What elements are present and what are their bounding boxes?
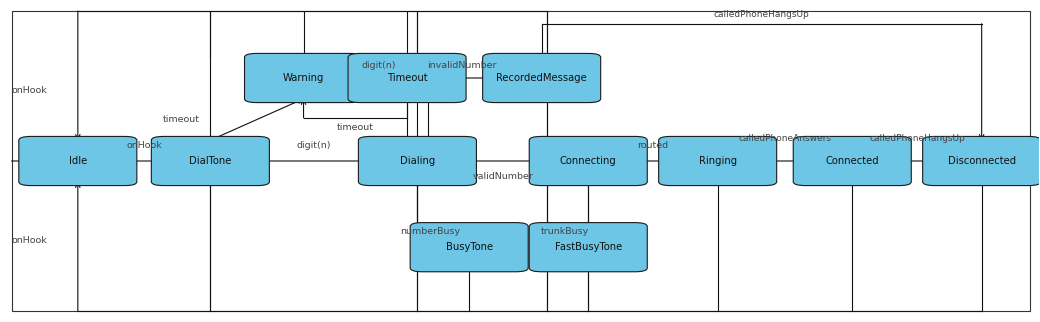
FancyBboxPatch shape (348, 53, 466, 103)
FancyBboxPatch shape (19, 137, 137, 185)
Text: Ringing: Ringing (699, 156, 736, 166)
Text: Disconnected: Disconnected (947, 156, 1016, 166)
Text: Connecting: Connecting (560, 156, 617, 166)
Text: timeout: timeout (337, 123, 373, 132)
FancyBboxPatch shape (244, 53, 363, 103)
Text: onHook: onHook (126, 140, 162, 149)
FancyBboxPatch shape (359, 137, 476, 185)
FancyBboxPatch shape (529, 223, 647, 272)
Text: RecordedMessage: RecordedMessage (496, 73, 587, 83)
FancyBboxPatch shape (152, 137, 269, 185)
Text: timeout: timeout (163, 115, 200, 124)
Text: BusyTone: BusyTone (445, 242, 493, 252)
Text: digit(n): digit(n) (361, 61, 396, 70)
Text: Timeout: Timeout (387, 73, 427, 83)
Text: Dialing: Dialing (399, 156, 435, 166)
Text: Idle: Idle (69, 156, 87, 166)
FancyBboxPatch shape (410, 223, 528, 272)
Text: invalidNumber: invalidNumber (426, 61, 496, 70)
Text: calledPhoneAnswers: calledPhoneAnswers (738, 134, 831, 143)
Text: FastBusyTone: FastBusyTone (554, 242, 622, 252)
Text: numberBusy: numberBusy (400, 227, 461, 236)
Text: onHook: onHook (11, 236, 47, 245)
Text: Connected: Connected (826, 156, 879, 166)
FancyBboxPatch shape (658, 137, 777, 185)
Text: digit(n): digit(n) (296, 140, 331, 149)
Text: trunkBusy: trunkBusy (541, 227, 589, 236)
Text: onHook: onHook (11, 86, 47, 95)
Text: validNumber: validNumber (472, 173, 534, 182)
Text: Warning: Warning (283, 73, 324, 83)
Text: calledPhoneHangsUp: calledPhoneHangsUp (869, 134, 965, 143)
Text: routed: routed (638, 140, 669, 149)
FancyBboxPatch shape (529, 137, 647, 185)
FancyBboxPatch shape (794, 137, 911, 185)
Text: calledPhoneHangsUp: calledPhoneHangsUp (713, 10, 809, 19)
FancyBboxPatch shape (922, 137, 1040, 185)
Text: DialTone: DialTone (189, 156, 232, 166)
FancyBboxPatch shape (483, 53, 601, 103)
